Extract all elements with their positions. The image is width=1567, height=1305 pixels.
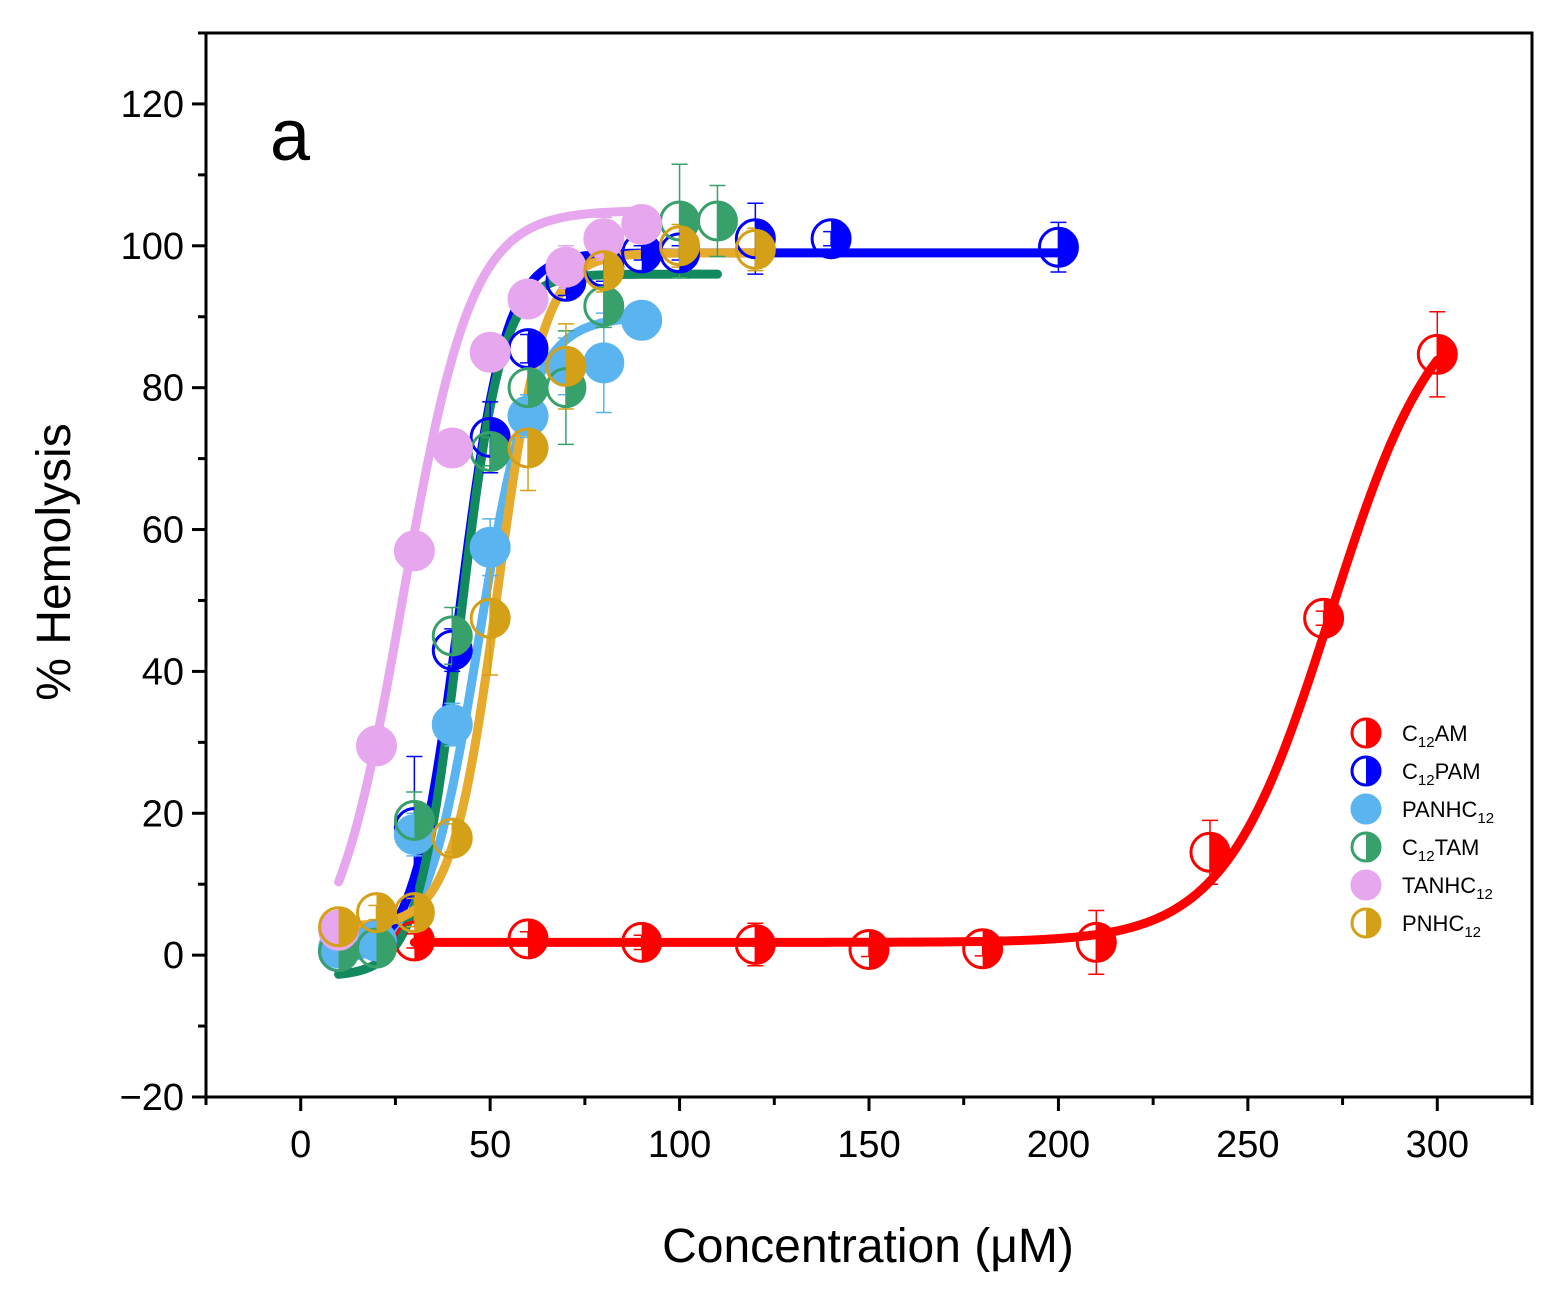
y-axis-title: % Hemolysis — [28, 423, 81, 700]
y-tick-label: 120 — [121, 84, 184, 126]
y-tick-label: 20 — [142, 793, 184, 835]
y-axis-ticks: −20 0 20 40 60 80 100 120 — [120, 31, 206, 1119]
legend-label: C12TAM — [1402, 835, 1479, 865]
legend-label: PANHC12 — [1402, 797, 1494, 827]
legend-item-c12tam: C12TAM — [1350, 831, 1479, 865]
x-tick-label: 300 — [1406, 1124, 1469, 1166]
x-tick-label: 0 — [290, 1124, 311, 1166]
data-point-c12tam — [507, 367, 549, 409]
legend-label: PNHC12 — [1402, 911, 1481, 941]
data-point-pnhc12 — [734, 228, 776, 270]
data-point-c12tam — [583, 285, 625, 327]
data-point-pnhc12 — [659, 225, 701, 267]
legend-item-c12am: C12AM — [1350, 717, 1468, 751]
legend-marker — [1350, 831, 1382, 863]
data-point-c12am — [621, 921, 663, 963]
data-point-tanhc12 — [355, 725, 397, 767]
fit-curve-tanhc12 — [334, 206, 647, 887]
data-point-c12pam — [1037, 226, 1079, 268]
x-tick-label: 150 — [837, 1124, 900, 1166]
x-tick-label: 250 — [1216, 1124, 1279, 1166]
data-point-pnhc12 — [545, 345, 587, 387]
legend-item-pnhc12: PNHC12 — [1350, 907, 1481, 941]
data-point-c12tam — [393, 799, 435, 841]
legend-item-panhc12: PANHC12 — [1350, 793, 1494, 827]
y-tick-label: 40 — [142, 651, 184, 693]
data-point-panhc12 — [431, 704, 473, 746]
y-tick-label: −20 — [120, 1077, 184, 1119]
x-tick-label: 50 — [469, 1124, 511, 1166]
data-point-c12am — [1075, 921, 1117, 963]
legend: C12AM C12PAM PANHC12 C12TAM TANHC12 PNHC12 — [1350, 717, 1494, 941]
data-point-tanhc12 — [621, 204, 663, 246]
y-tick-label: 0 — [163, 935, 184, 977]
legend-label: C12AM — [1402, 721, 1468, 751]
data-point-pnhc12 — [355, 892, 397, 934]
data-point-c12am — [962, 928, 1004, 970]
data-point-c12am — [734, 923, 776, 965]
legend-marker — [1350, 907, 1382, 939]
data-point-c12pam — [810, 218, 852, 260]
legend-marker — [1350, 755, 1382, 787]
y-tick-label: 60 — [142, 510, 184, 552]
legend-label: C12PAM — [1402, 759, 1481, 789]
data-point-pnhc12 — [318, 906, 360, 948]
y-tick-label: 100 — [121, 226, 184, 268]
legend-item-c12pam: C12PAM — [1350, 755, 1481, 789]
legend-marker — [1350, 869, 1382, 901]
data-point-pnhc12 — [431, 817, 473, 859]
data-point-panhc12 — [469, 526, 511, 568]
x-tick-label: 100 — [648, 1124, 711, 1166]
legend-marker — [1350, 793, 1382, 825]
fit-curves — [334, 206, 1442, 979]
data-point-tanhc12 — [469, 331, 511, 373]
data-point-panhc12 — [583, 342, 625, 384]
data-point-pnhc12 — [583, 250, 625, 292]
data-point-tanhc12 — [507, 278, 549, 320]
data-point-c12tam — [696, 200, 738, 242]
data-point-panhc12 — [621, 299, 663, 341]
data-point-c12am — [1189, 831, 1231, 873]
data-point-c12am — [1416, 333, 1458, 375]
y-tick-label: 80 — [142, 368, 184, 410]
x-axis-ticks: 0 50 100 150 200 250 300 — [204, 1097, 1534, 1166]
x-axis-title: Concentration (μM) — [662, 1220, 1074, 1273]
data-point-pnhc12 — [469, 597, 511, 639]
legend-marker — [1350, 717, 1382, 749]
data-point-pnhc12 — [393, 892, 435, 934]
panel-label: a — [270, 96, 311, 176]
x-tick-label: 200 — [1027, 1124, 1090, 1166]
data-point-pnhc12 — [507, 427, 549, 469]
data-points — [318, 200, 1458, 973]
legend-item-tanhc12: TANHC12 — [1350, 869, 1493, 903]
data-point-c12tam — [431, 615, 473, 657]
data-point-c12am — [507, 918, 549, 960]
data-point-tanhc12 — [545, 246, 587, 288]
legend-label: TANHC12 — [1402, 873, 1493, 903]
data-point-c12am — [1303, 597, 1345, 639]
data-point-c12am — [848, 928, 890, 970]
data-point-tanhc12 — [431, 427, 473, 469]
data-point-tanhc12 — [393, 530, 435, 572]
data-point-c12pam — [507, 328, 549, 370]
fit-curve-c12am — [409, 355, 1442, 947]
